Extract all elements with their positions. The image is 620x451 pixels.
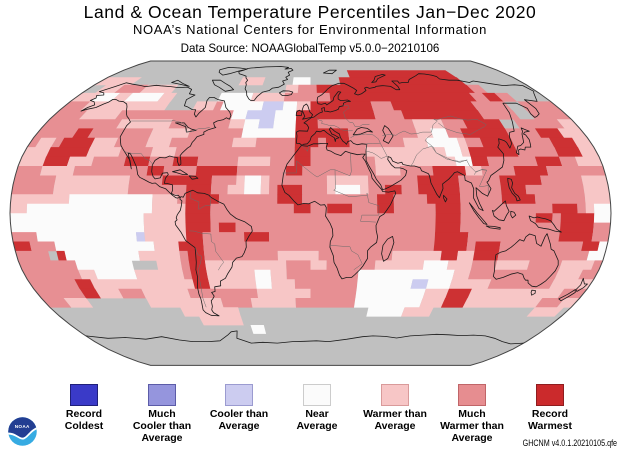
svg-text:NOAA: NOAA (15, 424, 30, 429)
